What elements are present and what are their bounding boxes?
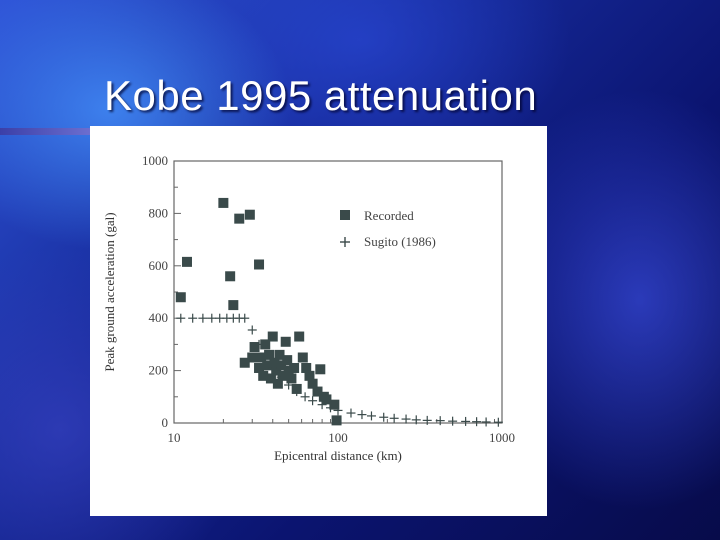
- sugito-point: [268, 363, 278, 373]
- recorded-point: [271, 365, 282, 376]
- y-tick-label: 200: [149, 363, 169, 378]
- series-recorded: [175, 197, 342, 426]
- recorded-point: [289, 362, 300, 373]
- recorded-point: [307, 378, 318, 389]
- sugito-point: [448, 416, 458, 426]
- recorded-point: [175, 292, 186, 303]
- recorded-point: [274, 349, 285, 360]
- sugito-point: [401, 414, 411, 424]
- attenuation-scatter-chart: 0 200 400 600 800 1000 10 100 1000 Epicentral d…: [102, 153, 515, 463]
- series-sugito: [176, 313, 503, 427]
- recorded-point: [286, 373, 297, 384]
- sugito-point: [300, 392, 310, 402]
- sugito-point: [276, 372, 286, 382]
- recorded-point: [249, 342, 260, 353]
- recorded-point: [181, 256, 192, 267]
- recorded-point: [247, 352, 258, 363]
- sugito-point: [411, 415, 421, 425]
- legend-label-sugito: Sugito (1986): [364, 234, 436, 249]
- y-axis-label: Peak ground acceleration (gal): [102, 212, 117, 371]
- recorded-point: [282, 355, 293, 366]
- sugito-point: [325, 403, 335, 413]
- sugito-point: [422, 415, 432, 425]
- recorded-point: [329, 399, 340, 410]
- sugito-point: [317, 400, 327, 410]
- sugito-point: [292, 387, 302, 397]
- recorded-point: [321, 394, 332, 405]
- sugito-point: [481, 417, 491, 427]
- recorded-point: [280, 336, 291, 347]
- sugito-point: [308, 396, 318, 406]
- x-tick-label: 100: [328, 430, 348, 445]
- legend-label-recorded: Recorded: [364, 208, 414, 223]
- sugito-point: [493, 417, 503, 427]
- sugito-point: [240, 313, 250, 323]
- recorded-point: [218, 197, 229, 208]
- recorded-point: [244, 209, 255, 220]
- sugito-point: [188, 313, 198, 323]
- legend-marker-recorded: [340, 210, 350, 220]
- recorded-point: [265, 373, 276, 384]
- recorded-point: [260, 339, 271, 350]
- sugito-point: [260, 353, 270, 362]
- sugito-point: [366, 411, 376, 421]
- recorded-point: [276, 360, 287, 371]
- sugito-point: [389, 413, 399, 423]
- sugito-point: [247, 325, 257, 335]
- recorded-point: [264, 349, 275, 360]
- x-tick-label: 10: [168, 430, 181, 445]
- sugito-point: [176, 313, 186, 323]
- recorded-point: [297, 352, 308, 363]
- recorded-point: [272, 378, 283, 389]
- recorded-point: [228, 300, 239, 311]
- recorded-point: [239, 357, 250, 368]
- y-tick-label: 600: [149, 258, 169, 273]
- y-tick-label: 0: [162, 415, 169, 430]
- x-tick-label: 1000: [489, 430, 515, 445]
- sugito-point: [472, 417, 482, 427]
- recorded-point: [254, 362, 265, 373]
- sugito-point: [207, 313, 217, 323]
- recorded-point: [331, 415, 342, 426]
- x-axis-label: Epicentral distance (km): [274, 448, 402, 463]
- sugito-point: [198, 313, 208, 323]
- sugito-point: [357, 410, 367, 420]
- recorded-point: [254, 259, 265, 270]
- recorded-point: [283, 365, 294, 376]
- recorded-point: [258, 370, 269, 381]
- recorded-point: [267, 331, 278, 342]
- sugito-point: [346, 408, 356, 418]
- title-accent-bar: [0, 128, 92, 135]
- y-tick-label: 400: [149, 310, 169, 325]
- x-axis: 10 100 1000: [168, 415, 515, 445]
- recorded-point: [304, 370, 315, 381]
- y-tick-label: 1000: [142, 153, 168, 168]
- legend: Recorded Sugito (1986): [340, 208, 436, 249]
- recorded-point: [225, 271, 236, 282]
- slide-title: Kobe 1995 attenuation: [104, 72, 538, 119]
- sugito-point: [284, 380, 294, 390]
- recorded-point: [269, 357, 280, 368]
- recorded-point: [294, 331, 305, 342]
- sugito-point: [461, 416, 471, 426]
- sugito-point: [333, 405, 343, 415]
- recorded-point: [312, 386, 323, 397]
- sugito-point: [435, 416, 445, 426]
- y-axis: 0 200 400 600 800 1000: [142, 153, 181, 430]
- sugito-point: [379, 412, 389, 422]
- recorded-point: [301, 362, 312, 373]
- y-tick-label: 800: [149, 205, 169, 220]
- recorded-point: [277, 370, 288, 381]
- recorded-point: [234, 213, 245, 224]
- recorded-point: [315, 364, 326, 375]
- recorded-point: [262, 360, 273, 371]
- sugito-point: [254, 339, 264, 349]
- legend-marker-sugito: [340, 237, 350, 247]
- chart-figure: 0 200 400 600 800 1000 10 100 1000 Epicentral d…: [90, 126, 547, 516]
